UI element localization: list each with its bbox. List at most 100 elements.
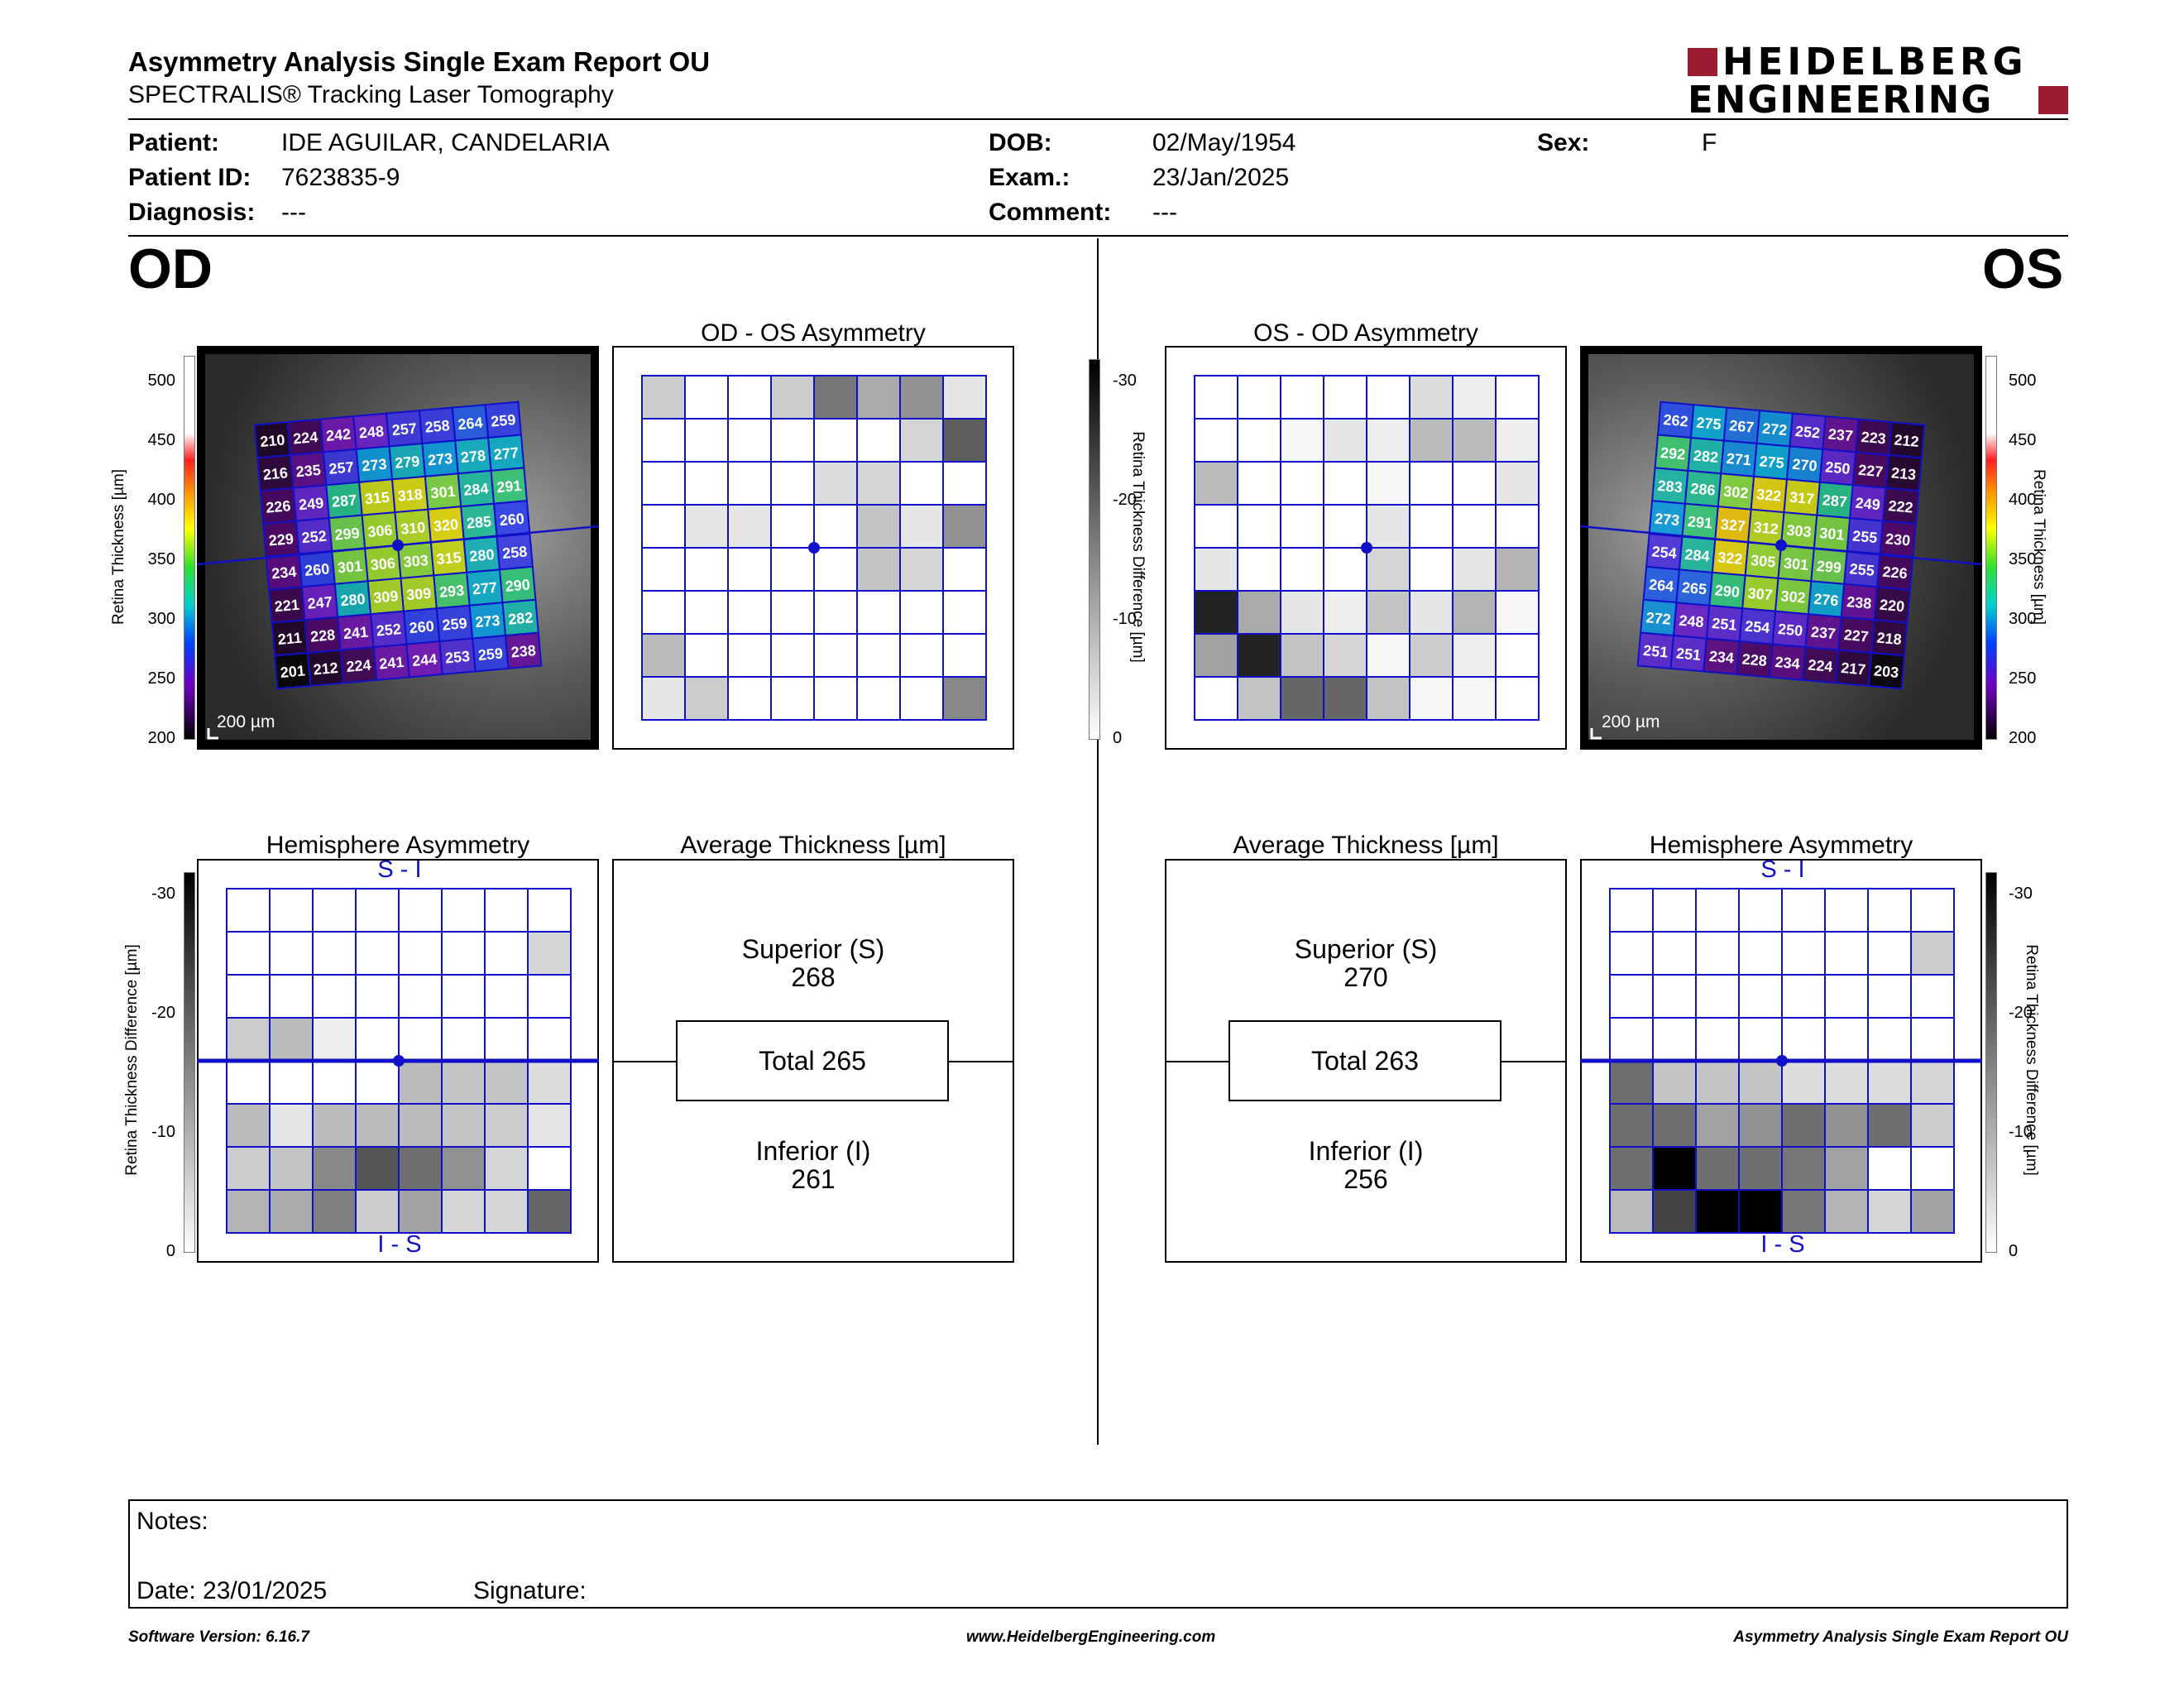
fovea-marker	[808, 542, 820, 554]
asymmetry-cell	[1738, 1060, 1783, 1105]
asymmetry-cell	[1609, 1189, 1654, 1234]
thickness-value: 226	[266, 497, 292, 516]
asymmetry-cell	[484, 1017, 529, 1062]
thickness-value: 280	[469, 546, 496, 565]
asymmetry-cell	[441, 931, 486, 976]
od-inferior-label: Inferior (I)	[755, 1136, 871, 1166]
asymmetry-cell	[312, 1189, 357, 1234]
asymmetry-cell	[942, 547, 987, 592]
asymmetry-cell	[1867, 1146, 1912, 1191]
website-link[interactable]: www.HeidelbergEngineering.com	[966, 1628, 1216, 1646]
asymmetry-cell	[398, 1060, 443, 1105]
tick-label: -30	[1113, 372, 1137, 390]
thickness-value: 228	[309, 626, 336, 645]
asymmetry-cell	[1652, 974, 1697, 1019]
thickness-value: 259	[477, 645, 504, 664]
asymmetry-cell	[727, 375, 772, 420]
asymmetry-cell	[1781, 1017, 1826, 1062]
exam-label: Exam.:	[989, 164, 1070, 191]
asymmetry-cell	[856, 375, 901, 420]
od-hemisphere-grid	[197, 888, 599, 1234]
asymmetry-cell	[312, 1060, 357, 1105]
tick-label: 350	[2009, 550, 2037, 568]
asymmetry-cell	[727, 504, 772, 549]
asymmetry-cell	[1652, 1146, 1697, 1191]
asymmetry-cell	[1495, 461, 1540, 506]
tick-label: -20	[151, 1004, 175, 1022]
thickness-value: 287	[331, 492, 357, 511]
thickness-value: 320	[433, 516, 459, 535]
asymmetry-cell	[1824, 931, 1869, 976]
asymmetry-cell	[1194, 676, 1238, 721]
asymmetry-cell	[226, 1146, 271, 1191]
notes-box[interactable]: Notes: Date: 23/01/2025 Signature:	[128, 1499, 2068, 1609]
asymmetry-cell	[1323, 504, 1367, 549]
thickness-value: 222	[1888, 497, 1914, 516]
asymmetry-cell	[355, 1146, 400, 1191]
asymmetry-cell	[1323, 633, 1367, 678]
asymmetry-cell	[727, 547, 772, 592]
thickness-value: 287	[1822, 492, 1848, 511]
asymmetry-cell	[1867, 1060, 1912, 1105]
asymmetry-cell	[1652, 1060, 1697, 1105]
od-thickness-axis-label: Retina Thickness [µm]	[110, 469, 127, 625]
asymmetry-cell	[398, 974, 443, 1019]
asymmetry-cell	[312, 1103, 357, 1148]
asymmetry-cell	[269, 888, 314, 933]
asymmetry-cell	[527, 1103, 572, 1148]
thickness-value: 238	[1846, 593, 1872, 612]
asymmetry-cell	[527, 1189, 572, 1234]
thickness-value: 318	[397, 486, 424, 505]
thickness-value: 248	[1679, 612, 1705, 631]
asymmetry-cell	[1824, 1017, 1869, 1062]
asymmetry-cell	[1824, 1060, 1869, 1105]
asymmetry-cell	[1280, 676, 1324, 721]
asymmetry-cell	[1409, 633, 1454, 678]
thickness-cell	[504, 631, 543, 670]
asymmetry-cell	[1366, 418, 1410, 463]
asymmetry-cell	[527, 931, 572, 976]
asymmetry-cell	[312, 974, 357, 1019]
asymmetry-cell	[355, 1103, 400, 1148]
od-asymmetry-grid	[641, 375, 987, 721]
asymmetry-cell	[684, 590, 729, 635]
tick-label: 450	[2009, 431, 2037, 449]
asymmetry-cell	[1280, 418, 1324, 463]
logo-graphic	[1688, 48, 2068, 114]
os-heading: OS	[1982, 237, 2064, 300]
asymmetry-cell	[484, 1103, 529, 1148]
od-os-asymmetry-panel	[612, 346, 1014, 750]
thickness-value: 252	[301, 528, 328, 547]
asymmetry-cell	[1409, 375, 1454, 420]
asymmetry-cell	[770, 504, 815, 549]
od-heading: OD	[128, 237, 213, 300]
asymmetry-cell	[441, 1017, 486, 1062]
thickness-value: 224	[346, 656, 372, 675]
thickness-value: 203	[1873, 662, 1899, 681]
tick-label: 200	[2009, 729, 2037, 747]
thickness-value: 251	[1712, 615, 1738, 634]
footer-report-name: Asymmetry Analysis Single Exam Report OU	[1733, 1628, 2068, 1646]
asymmetry-cell	[226, 1189, 271, 1234]
thickness-value: 306	[367, 522, 394, 541]
thickness-value: 234	[271, 563, 298, 583]
thickness-value: 241	[342, 624, 369, 643]
asymmetry-cell	[899, 590, 944, 635]
asymmetry-cell	[1652, 1103, 1697, 1148]
asymmetry-cell	[641, 676, 686, 721]
thickness-value: 282	[1693, 447, 1719, 466]
od-inferior-value: 261	[791, 1164, 836, 1194]
tick-label: 0	[2009, 1242, 2019, 1260]
asymmetry-cell	[355, 974, 400, 1019]
thickness-value: 237	[1810, 624, 1837, 643]
od-superior-value: 268	[791, 962, 836, 992]
thickness-value: 278	[460, 447, 486, 466]
tick-label: 300	[2009, 610, 2037, 628]
asymmetry-cell	[226, 888, 271, 933]
asymmetry-cell	[1867, 931, 1912, 976]
asymmetry-cell	[856, 547, 901, 592]
thickness-value: 252	[376, 621, 402, 640]
asymmetry-cell	[1237, 461, 1281, 506]
thickness-value: 276	[1813, 591, 1840, 610]
